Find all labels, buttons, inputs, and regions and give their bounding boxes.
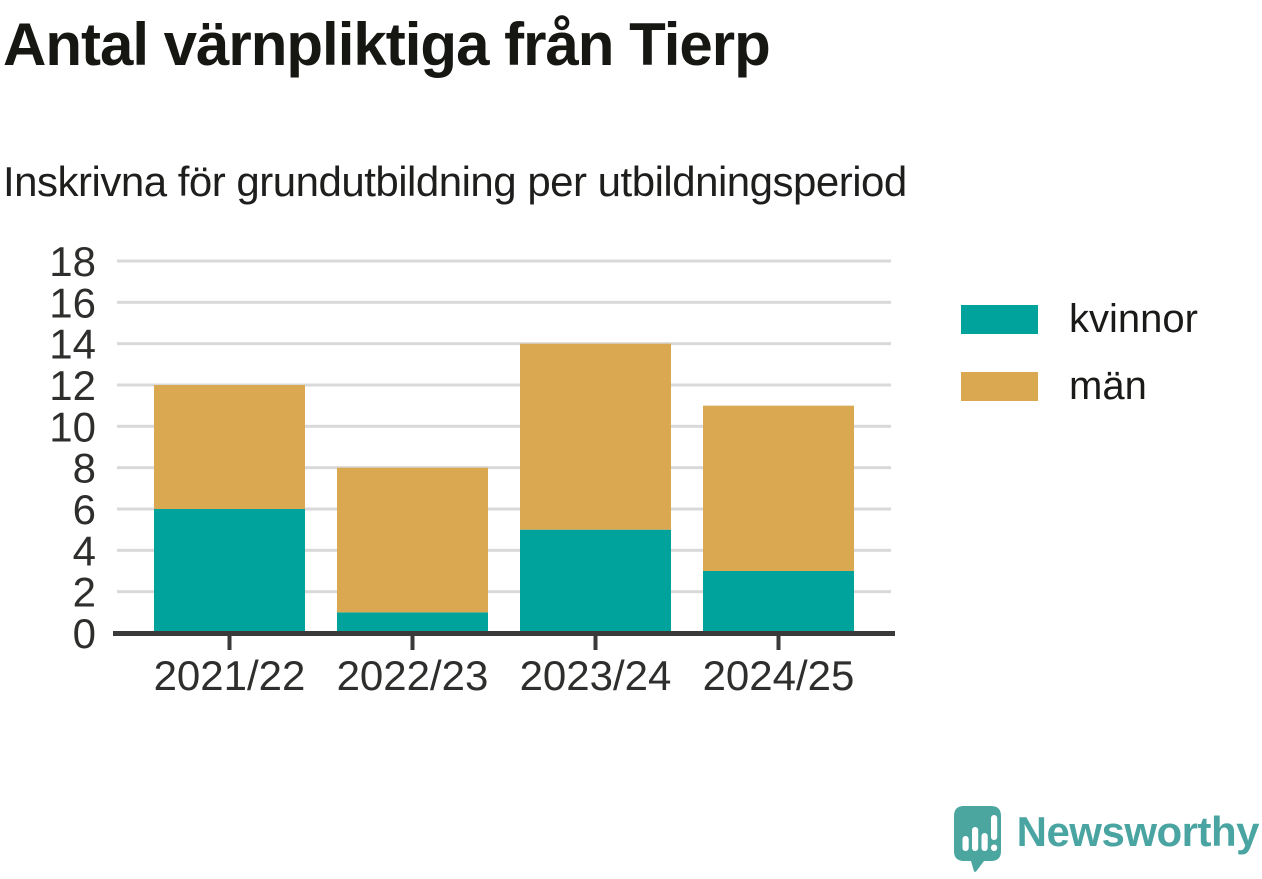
gridline [117,466,891,470]
y-tick-label: 18 [49,240,96,285]
y-tick-label: 12 [49,362,96,409]
y-tick-label: 4 [73,527,96,574]
chart-title: Antal värnpliktiga från Tierp [3,11,771,78]
bar-segment-män [154,385,305,509]
bar-segment-män [337,467,488,613]
y-tick-label: 2 [73,569,96,616]
x-tick-mark [776,636,781,650]
x-tick-mark [410,636,415,650]
bar-segment-män [703,405,854,571]
gridline [117,424,891,428]
legend-label: män [1069,364,1147,408]
y-tick-label: 14 [49,321,96,368]
bar-segment-kvinnor [337,612,488,633]
bar-segment-kvinnor [154,509,305,633]
gridline [117,507,891,511]
newsworthy-logo: Newsworthy [953,805,1260,873]
bar-segment-kvinnor [520,529,671,633]
legend-label: kvinnor [1069,297,1198,341]
gridline [117,342,891,346]
newsworthy-logo-icon [953,806,1001,872]
legend-swatch-kvinnor [961,304,1038,334]
gridline [117,300,891,304]
y-tick-label: 8 [73,445,96,492]
gridline [117,259,891,263]
x-axis-line [113,631,895,636]
legend-item-kvinnor: kvinnor [961,299,1198,339]
newsworthy-logo-text: Newsworthy [1016,808,1260,855]
x-tick-label: 2022/23 [337,652,489,699]
legend-swatch-män [961,371,1038,401]
legend-item-män: män [961,366,1198,406]
x-tick-label: 2021/22 [154,652,306,699]
bar-segment-kvinnor [703,571,854,633]
chart-subtitle: Inskrivna för grundutbildning per utbild… [3,158,907,205]
x-tick-mark [227,636,232,650]
chart-legend: kvinnor män [961,299,1198,433]
y-tick-label: 0 [73,610,96,657]
bar-segment-män [520,343,671,530]
x-tick-label: 2024/25 [703,652,855,699]
x-tick-label: 2023/24 [520,652,672,699]
y-tick-label: 16 [49,279,96,326]
gridline [117,548,891,552]
y-tick-label: 6 [73,486,96,533]
gridline [117,383,891,387]
y-tick-label: 10 [49,403,96,450]
gridline [117,590,891,594]
x-tick-mark [593,636,598,650]
